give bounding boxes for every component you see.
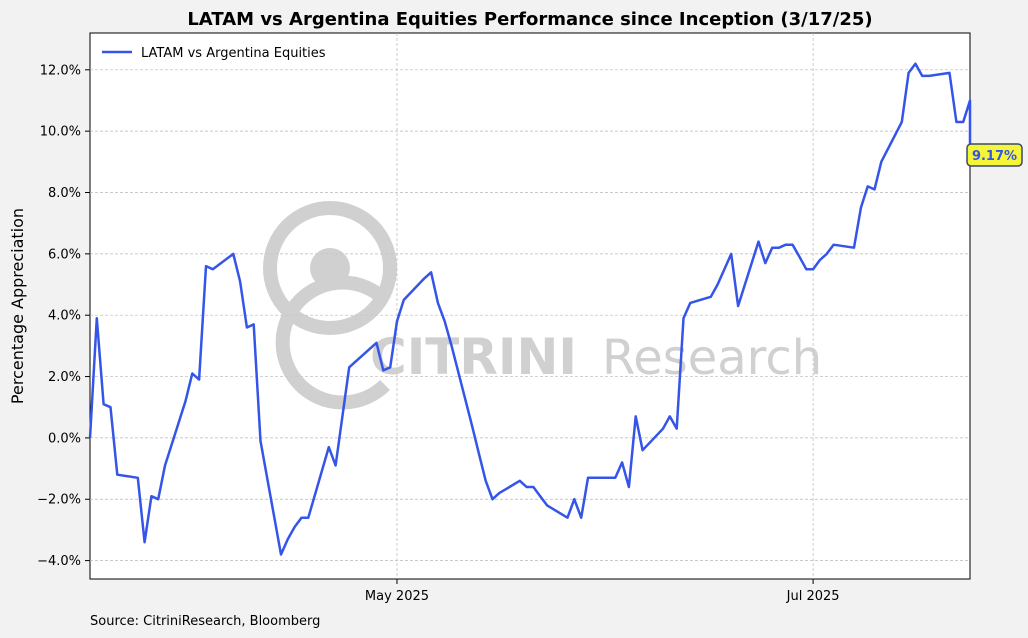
end-value-badge: 9.17% xyxy=(966,143,1023,167)
y-tick-label: 8.0% xyxy=(48,186,81,201)
series-line xyxy=(88,62,972,556)
y-tick-label: 4.0% xyxy=(48,309,81,324)
y-tick-label: 12.0% xyxy=(40,63,81,78)
end-value-label: 9.17% xyxy=(972,149,1017,164)
x-tick-label: May 2025 xyxy=(365,589,429,604)
y-axis: −4.0% −2.0% 0.0% 2.0% 4.0% 6.0% 8.0% 10.0% 12.0% xyxy=(37,63,90,569)
y-tick-label: −2.0% xyxy=(37,493,81,508)
x-tick-label: Jul 2025 xyxy=(786,589,840,604)
watermark: CITRINI Research xyxy=(263,201,822,410)
y-axis-label: Percentage Appreciation xyxy=(8,208,27,404)
y-tick-label: 0.0% xyxy=(48,431,81,446)
y-tick-label: 10.0% xyxy=(40,125,81,140)
gridlines xyxy=(90,33,970,579)
plot-area xyxy=(89,32,971,580)
source-note: Source: CitriniResearch, Bloomberg xyxy=(90,614,320,629)
watermark-c-icon xyxy=(275,275,390,410)
chart-title: LATAM vs Argentina Equities Performance … xyxy=(187,9,872,30)
legend: LATAM vs Argentina Equities xyxy=(102,46,326,61)
watermark-ring-icon xyxy=(263,201,397,335)
y-tick-label: 2.0% xyxy=(48,370,81,385)
y-tick-label: 6.0% xyxy=(48,247,81,262)
watermark-word: Research xyxy=(602,330,822,386)
legend-label: LATAM vs Argentina Equities xyxy=(141,46,326,61)
end-value-badge-box xyxy=(966,143,1023,167)
y-tick-label: −4.0% xyxy=(37,554,81,569)
watermark-brand: CITRINI xyxy=(370,328,577,386)
x-axis: May 2025 Jul 2025 xyxy=(365,579,840,604)
data-points xyxy=(89,63,971,555)
